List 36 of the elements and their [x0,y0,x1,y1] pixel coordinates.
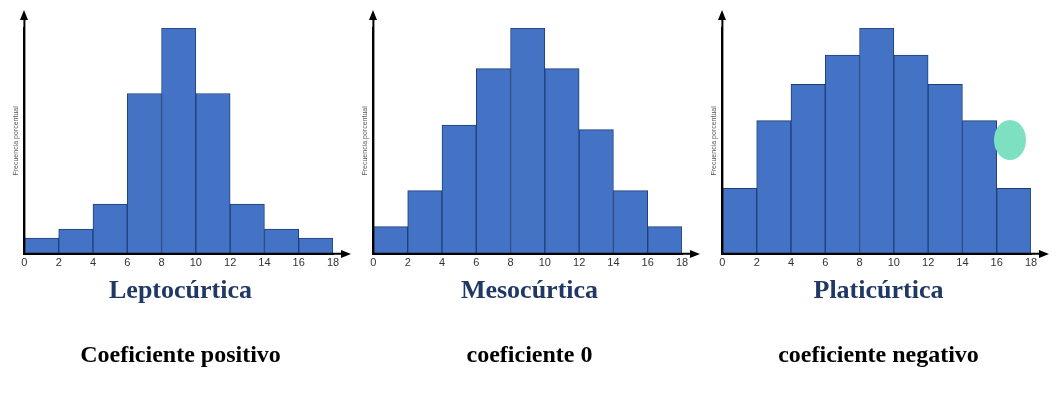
text: Platicúrtica [812,275,945,305]
x-tick-label: 10 [887,256,900,269]
text: coeficiente 0 [465,341,594,368]
x-tick-label: 0 [719,256,726,269]
x-tick-label: 10 [189,256,202,269]
x-tick-label: 4 [787,256,795,269]
x-tick-label: 16 [990,256,1003,269]
x-tick-label: 18 [326,256,340,269]
x-tick-label: 10 [538,256,551,269]
x-tick-label: 2 [55,256,62,269]
x-tick-label: 12 [224,256,237,269]
x-tick-label: 2 [404,256,411,269]
x-tick-label: 14 [258,256,271,269]
x-tick-label: 6 [473,256,480,269]
x-tick-label: 12 [922,256,935,269]
x-tick-label: 2 [753,256,760,269]
x-tick-label: 4 [438,256,446,269]
x-tick-label: 8 [507,256,514,269]
x-tick-label: 16 [641,256,654,269]
x-tick-label: 8 [158,256,165,269]
text: Coeficiente positivo [79,341,282,368]
x-tick-label: 0 [370,256,377,269]
text: Mesocúrtica [459,275,600,305]
x-tick-label: 18 [675,256,689,269]
x-tick-label: 14 [607,256,620,269]
text: coeficiente negativo [777,341,980,368]
x-tick-label: 8 [856,256,863,269]
x-tick-label: 18 [1024,256,1038,269]
x-tick-label: 0 [21,256,28,269]
x-tick-label: 4 [89,256,97,269]
x-tick-label: 14 [956,256,969,269]
x-tick-label: 16 [292,256,305,269]
x-tick-label: 6 [124,256,131,269]
text: Leptocúrtica [108,275,253,305]
x-tick-label: 6 [822,256,829,269]
x-tick-label: 12 [573,256,586,269]
